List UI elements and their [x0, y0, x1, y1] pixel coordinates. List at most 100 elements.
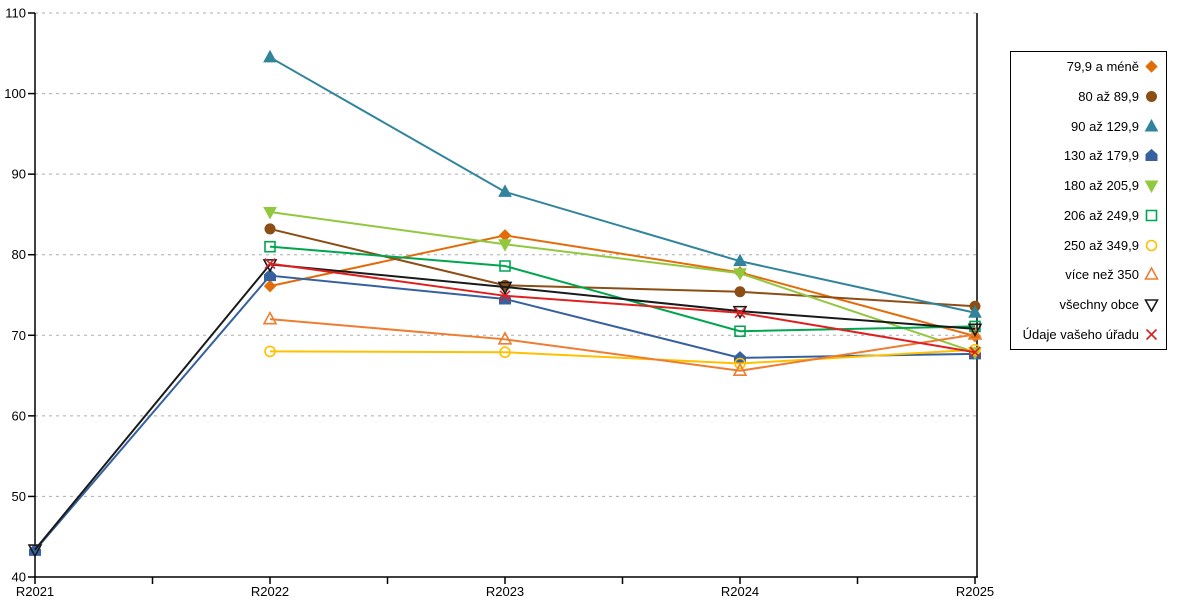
- legend-item-8: více než 350: [1011, 260, 1166, 290]
- diamond-marker-icon: [1145, 60, 1158, 74]
- legend-item-label: všechny obce: [1059, 296, 1140, 312]
- triangle-down-marker-icon: [497, 281, 513, 296]
- x-marker-icon: [1145, 328, 1158, 340]
- triangle-up-marker-icon: [262, 311, 278, 325]
- diamond-marker-icon: [498, 229, 512, 242]
- legend-item-3: 90 až 129,9: [1011, 111, 1166, 141]
- x-tick-label: R2024: [721, 584, 759, 599]
- legend-item-label: 130 až 179,9: [1063, 148, 1139, 164]
- series-line: [269, 56, 976, 314]
- y-tick-label: 50: [12, 489, 26, 504]
- legend-marker-icon: [1145, 209, 1158, 222]
- y-tick-label: 90: [12, 167, 26, 182]
- y-tick-label: 100: [4, 86, 26, 101]
- circle-marker-icon: [1145, 239, 1158, 251]
- legend-item-1: 79,9 a méně: [1011, 52, 1166, 82]
- legend-item-label: 80 až 89,9: [1078, 89, 1139, 105]
- legend-item-label: 250 až 349,9: [1063, 237, 1139, 253]
- series-3: [263, 49, 982, 318]
- triangle-up-marker-icon: [968, 305, 982, 318]
- x-tick-label: R2023: [486, 584, 524, 599]
- series-line: [34, 274, 976, 552]
- legend-marker-icon: [1145, 149, 1158, 162]
- series-4: [29, 268, 981, 556]
- x-marker-icon: [499, 290, 511, 302]
- circle-marker-icon: [499, 346, 511, 359]
- diamond-marker-icon: [263, 279, 277, 293]
- pentagon-marker-icon: [264, 268, 276, 282]
- triangle-down-marker-icon: [967, 323, 983, 338]
- legend-item-7: 250 až 349,9: [1011, 230, 1166, 260]
- legend-item-label: 206 až 249,9: [1063, 207, 1139, 223]
- square-marker-icon: [734, 325, 746, 338]
- circle-marker-icon: [264, 223, 276, 235]
- legend-item-label: 180 až 205,9: [1063, 178, 1139, 194]
- triangle-down-marker-icon: [263, 207, 277, 220]
- triangle-up-marker-icon: [1144, 267, 1159, 281]
- series-line: [269, 348, 976, 365]
- triangle-down-marker-icon: [498, 239, 512, 252]
- circle-marker-icon: [969, 343, 981, 356]
- pentagon-marker-icon: [1145, 149, 1158, 162]
- legend-item-label: více než 350: [1065, 267, 1139, 283]
- legend: 79,9 a méně 80 až 89,9 90 až 129,9 130 až 1…: [1010, 51, 1167, 350]
- square-marker-icon: [499, 260, 511, 272]
- legend-marker-icon: [1144, 118, 1159, 132]
- legend-item-5: 180 až 205,9: [1011, 171, 1166, 201]
- triangle-up-marker-icon: [732, 362, 748, 377]
- legend-marker-icon: [1144, 180, 1159, 194]
- legend-marker-icon: [1145, 328, 1158, 340]
- y-tick-label: 80: [12, 247, 26, 262]
- legend-item-4: 130 až 179,9: [1011, 141, 1166, 171]
- legend-item-label: 90 až 129,9: [1071, 118, 1139, 134]
- series-10: [264, 258, 981, 358]
- series-9: [27, 259, 983, 558]
- triangle-down-marker-icon: [1144, 180, 1159, 194]
- legend-item-6: 206 až 249,9: [1011, 201, 1166, 231]
- triangle-up-marker-icon: [733, 253, 747, 267]
- triangle-down-marker-icon: [733, 268, 747, 281]
- y-tick-label: 40: [12, 570, 26, 585]
- legend-marker-icon: [1144, 299, 1159, 312]
- triangle-up-marker-icon: [498, 184, 512, 197]
- legend-item-2: 80 až 89,9: [1011, 82, 1166, 112]
- series-line: [269, 262, 976, 354]
- circle-marker-icon: [264, 345, 276, 358]
- legend-marker-icon: [1145, 239, 1158, 251]
- legend-item-label: Údaje vašeho úřadu: [1022, 326, 1139, 342]
- series-8: [262, 311, 983, 377]
- square-marker-icon: [264, 240, 276, 253]
- series-line: [34, 263, 976, 551]
- legend-marker-icon: [1145, 60, 1158, 74]
- x-marker-icon: [734, 307, 746, 319]
- y-tick-label: 60: [12, 408, 26, 423]
- y-tick-label: 110: [5, 6, 26, 21]
- circle-marker-icon: [1146, 91, 1157, 103]
- triangle-up-marker-icon: [497, 331, 513, 345]
- series-line: [269, 318, 976, 372]
- legend-item-10: Údaje vašeho úřadu: [1011, 319, 1166, 349]
- series-line: [269, 234, 976, 338]
- x-tick-label: R2022: [251, 584, 289, 599]
- legend-marker-icon: [1146, 91, 1157, 103]
- x-marker-icon: [969, 346, 981, 358]
- triangle-up-marker-icon: [263, 49, 277, 63]
- series-7: [264, 343, 981, 370]
- x-tick-label: R2025: [956, 584, 994, 599]
- series-line: [269, 227, 976, 308]
- legend-item-label: 79,9 a méně: [1066, 59, 1139, 75]
- y-tick-label: 70: [12, 328, 26, 343]
- circle-marker-icon: [734, 286, 746, 298]
- legend-item-9: všechny obce: [1011, 290, 1166, 320]
- triangle-down-marker-icon: [27, 544, 43, 558]
- x-tick-label: R2021: [16, 584, 54, 599]
- legend-marker-icon: [1144, 267, 1159, 281]
- square-marker-icon: [1145, 209, 1158, 222]
- triangle-down-marker-icon: [262, 259, 278, 273]
- circle-marker-icon: [734, 357, 746, 370]
- triangle-up-marker-icon: [967, 326, 983, 340]
- x-marker-icon: [264, 258, 276, 270]
- triangle-up-marker-icon: [1144, 118, 1159, 132]
